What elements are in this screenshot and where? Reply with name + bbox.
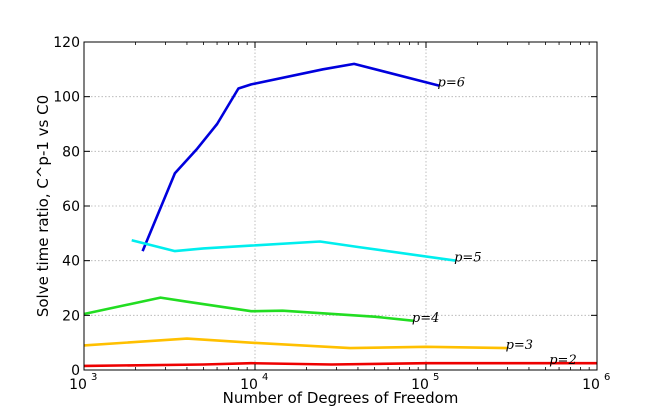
x-tick-exponent: 6 <box>604 372 610 383</box>
y-tick-label: 60 <box>62 199 80 215</box>
y-tick-label: 100 <box>53 90 80 106</box>
x-tick-exponent: 4 <box>262 372 268 383</box>
series-annotations: p=6 p=5 p=4 p=3 p=2 <box>412 76 577 368</box>
x-axis-label: Number of Degrees of Freedom <box>223 389 459 407</box>
annotation-p3: p=3 <box>506 338 534 353</box>
annotation-p6: p=6 <box>438 76 466 91</box>
y-tick-label: 20 <box>62 308 80 324</box>
x-tick-label: 10 <box>240 377 258 393</box>
x-tick-exponent: 5 <box>433 372 439 383</box>
series-line-p4 <box>83 296 415 323</box>
x-tick-label: 10 <box>411 377 429 393</box>
y-tick-label: 40 <box>62 254 80 270</box>
series-lines <box>83 62 597 368</box>
annotation-p2: p=2 <box>549 353 577 368</box>
series-line-p6 <box>141 62 440 252</box>
series-line-p2 <box>83 361 597 368</box>
y-tick-label: 120 <box>53 35 80 51</box>
y-tick-label: 80 <box>62 144 80 160</box>
x-tick-label: 10 <box>69 377 87 393</box>
annotation-p5: p=5 <box>454 251 482 266</box>
x-tick-exponent: 3 <box>91 372 97 383</box>
y-tick-label: 0 <box>71 363 80 379</box>
series-line-p3 <box>83 337 508 350</box>
annotation-p4: p=4 <box>412 311 440 326</box>
x-tick-label: 10 <box>582 377 600 393</box>
y-axis-label: Solve time ratio, C^p-1 vs C0 <box>34 95 52 317</box>
series-line-p5 <box>131 238 457 262</box>
